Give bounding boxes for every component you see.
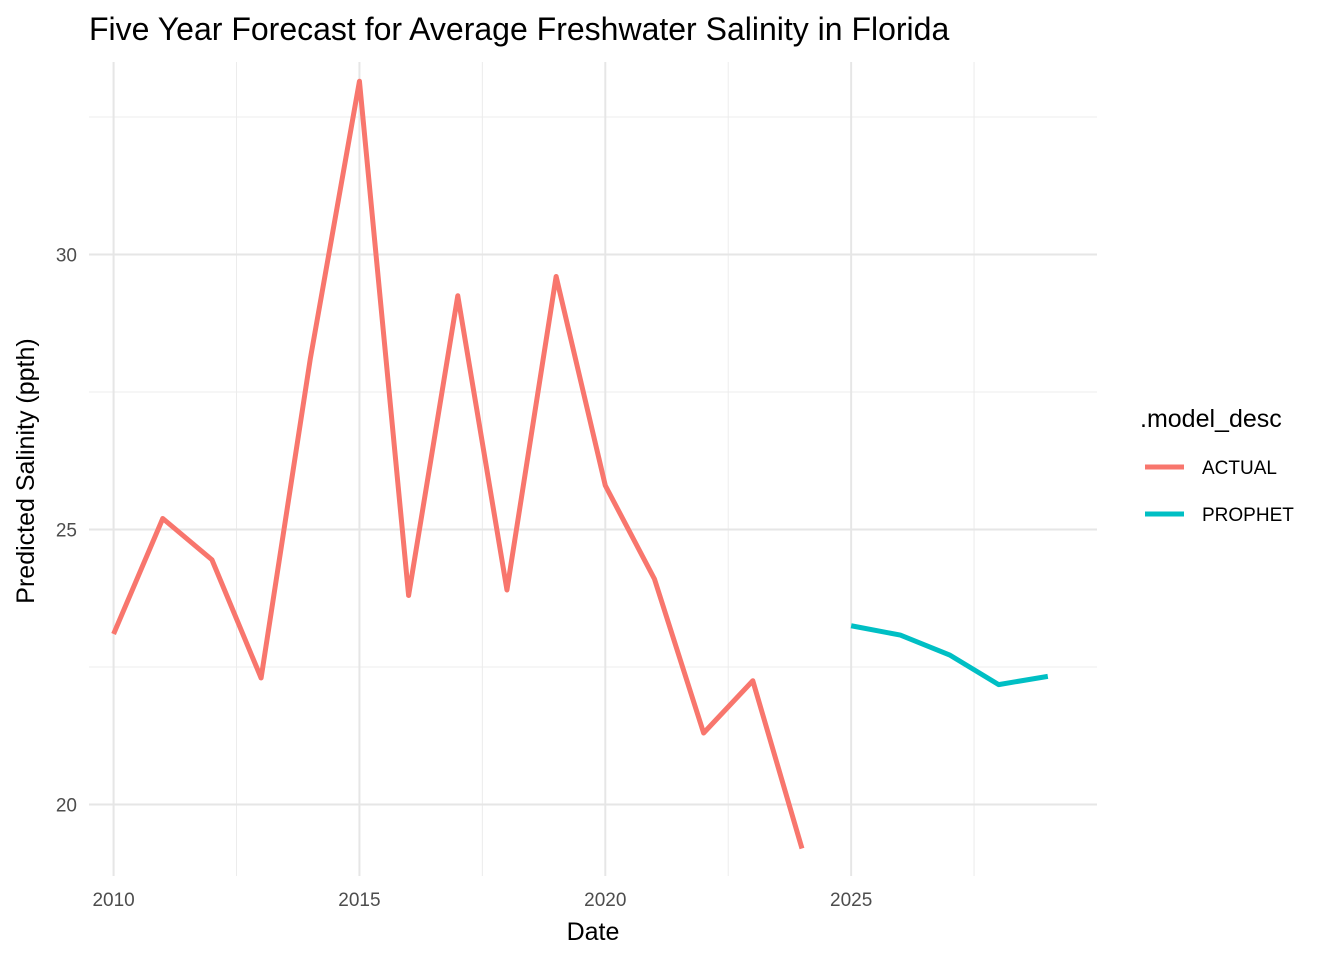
x-tick-label: 2015: [338, 890, 380, 911]
x-tick-label: 2020: [584, 890, 626, 911]
grid: [89, 62, 1097, 876]
legend: .model_desc ACTUAL PROPHET: [1140, 405, 1294, 526]
legend-items: ACTUAL PROPHET: [1145, 458, 1294, 526]
y-axis-title: Predicted Salinity (ppth): [12, 338, 40, 603]
x-tick-label: 2010: [92, 890, 134, 911]
x-axis-ticks: 2010 2015 2020 2025: [92, 890, 872, 911]
legend-label-prophet: PROPHET: [1202, 505, 1294, 526]
legend-title: .model_desc: [1140, 405, 1282, 433]
series-lines: [111, 78, 1049, 850]
legend-label-actual: ACTUAL: [1202, 458, 1277, 479]
y-tick-label: 30: [56, 246, 77, 267]
x-axis-title: Date: [567, 918, 620, 946]
y-tick-label: 25: [56, 521, 77, 542]
y-tick-label: 20: [56, 796, 77, 817]
x-tick-label: 2025: [830, 890, 872, 911]
series-line-actual: [111, 78, 805, 850]
chart-title: Five Year Forecast for Average Freshwate…: [89, 11, 949, 47]
y-axis-ticks: 20 25 30: [56, 246, 77, 817]
series-line-prophet: [850, 623, 1049, 688]
